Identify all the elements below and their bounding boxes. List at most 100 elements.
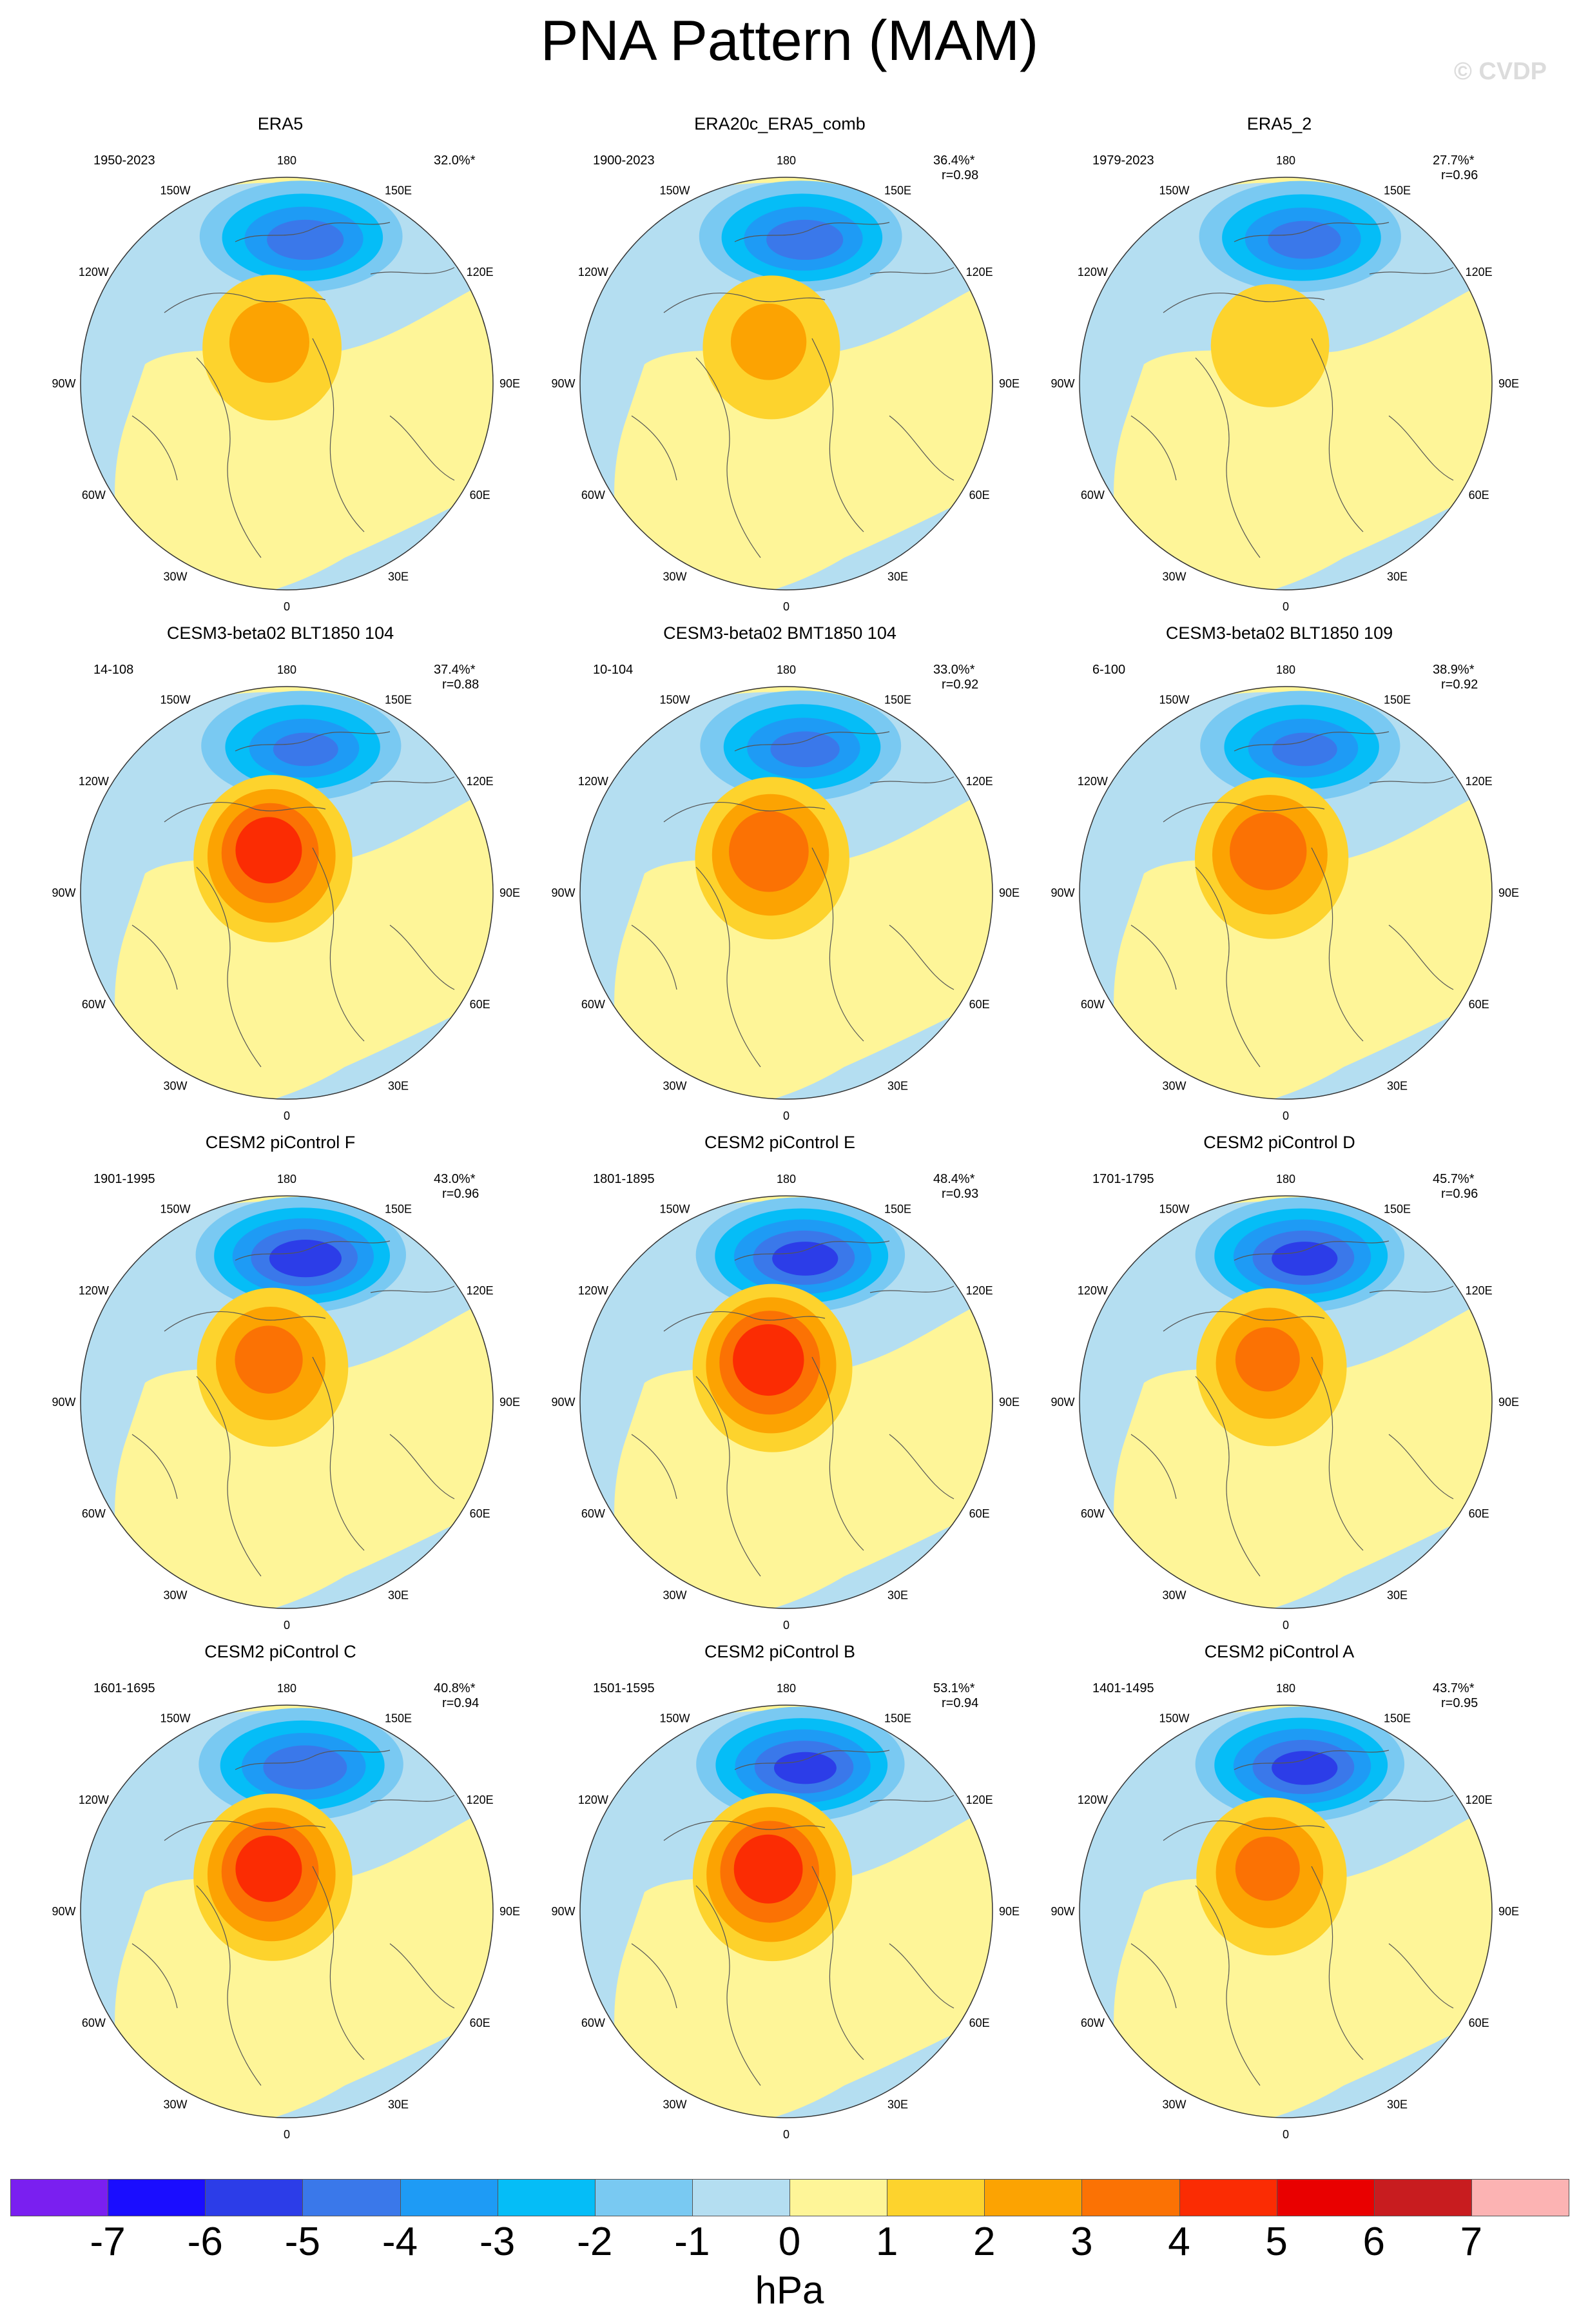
longitude-label: 180 (1276, 663, 1295, 676)
longitude-label: 90W (551, 377, 575, 390)
longitude-label: 90E (999, 886, 1020, 899)
longitude-label: 150W (1159, 1202, 1189, 1215)
coastline (370, 776, 455, 784)
longitude-label: 90W (52, 1905, 75, 1918)
coastline (1163, 1821, 1325, 1841)
coastline (889, 924, 954, 990)
coastline (1369, 776, 1454, 784)
colorbar-unit: hPa (755, 2269, 824, 2312)
coastline (695, 866, 761, 1068)
coastline (1163, 1311, 1325, 1332)
longitude-label: 150W (659, 1202, 690, 1215)
map-boundary (80, 1195, 494, 1609)
negative-contour (1272, 1242, 1338, 1276)
coastline (1163, 802, 1325, 823)
longitude-label: 180 (277, 1173, 296, 1186)
coastline (1195, 1376, 1261, 1577)
longitude-label: 90W (551, 1905, 575, 1918)
longitude-label: 120W (79, 1793, 109, 1806)
coastline (196, 357, 262, 558)
longitude-label: 90E (499, 1396, 520, 1409)
colorbar-tick-label: 2 (973, 2220, 996, 2264)
colorbar-tick-label: -7 (90, 2220, 126, 2264)
positive-contour (1235, 1327, 1300, 1392)
panel-period: 1401-1495 (1092, 1681, 1154, 1695)
longitude-label: 150W (160, 1712, 190, 1724)
longitude-label: 60W (581, 489, 605, 502)
longitude-label: 180 (777, 1173, 796, 1186)
colorbar-swatch (790, 2179, 888, 2216)
coastline (1195, 1885, 1261, 2086)
longitude-label: 60E (470, 998, 490, 1011)
negative-contour (770, 731, 840, 767)
longitude-label: 30E (1387, 2098, 1408, 2111)
coastline (889, 1943, 954, 2009)
longitude-label: 30W (663, 1589, 686, 1602)
coastline (663, 1821, 826, 1841)
map-panel: CESM3-beta02 BMT1850 104 10-104 33.0%* r=0.… (528, 622, 1031, 1131)
longitude-label: 60W (1081, 2016, 1105, 2029)
coastline (196, 866, 262, 1068)
map-boundary (579, 686, 993, 1100)
longitude-label: 120E (966, 1284, 993, 1297)
longitude-label: 30E (1387, 571, 1408, 583)
negative-contour (1268, 220, 1341, 259)
panel-period: 1950-2023 (93, 153, 155, 168)
colorbar-swatch (1471, 2179, 1569, 2216)
longitude-label: 60W (82, 1507, 106, 1520)
positive-contour (729, 811, 809, 892)
longitude-label: 30W (663, 571, 686, 583)
colorbar-swatch (984, 2179, 1083, 2216)
positive-contour (229, 301, 309, 383)
panel-title: CESM3-beta02 BLT1850 104 (166, 623, 394, 643)
panel-title: ERA20c_ERA5_comb (694, 114, 866, 133)
longitude-label: 120E (467, 775, 494, 788)
longitude-label: 150E (1384, 184, 1411, 197)
longitude-label: 90E (1498, 1396, 1519, 1409)
map-panel: ERA5 1950-2023 32.0%* 180 150E 120E 90E 60E 30E 0… (29, 113, 532, 622)
negative-contour (766, 219, 844, 260)
longitude-label: 30W (1162, 1080, 1186, 1093)
longitude-label: 120E (966, 266, 993, 278)
longitude-label: 90E (999, 1396, 1020, 1409)
longitude-label: 150W (1159, 693, 1189, 706)
panel-title: CESM2 piControl F (205, 1133, 356, 1152)
colorbar-tick-label: -1 (674, 2220, 710, 2264)
negative-contour (267, 219, 344, 260)
colorbar-tick-label: 3 (1070, 2220, 1093, 2264)
longitude-label: 30W (163, 1589, 187, 1602)
colorbar-tick-label: -5 (284, 2220, 320, 2264)
map-panel: CESM3-beta02 BLT1850 104 14-108 37.4%* r=0.… (29, 622, 532, 1131)
panel-correlation: r=0.88 (442, 678, 480, 692)
longitude-label: 30E (388, 1589, 409, 1602)
longitude-label: 150W (659, 184, 690, 197)
coastline (131, 1434, 178, 1499)
panel-period: 1601-1695 (93, 1681, 155, 1695)
coastline (889, 415, 954, 481)
panel-correlation: r=0.94 (442, 1696, 480, 1710)
coastline (889, 1434, 954, 1499)
polar-map: 180 150E 120E 90E 60E 30E 0 30W 60W 90W 120W 150W (551, 663, 1020, 1122)
map-panel: CESM2 piControl B 1501-1595 53.1%* r=0.94 18… (528, 1641, 1031, 2150)
panel-variance-explained: 33.0%* (933, 663, 975, 677)
longitude-label: 120W (79, 266, 109, 278)
panel-correlation: r=0.95 (1441, 1696, 1478, 1710)
polar-map: 180 150E 120E 90E 60E 30E 0 30W 60W 90W 120W 150W (551, 1682, 1020, 2141)
longitude-label: 0 (1283, 1109, 1289, 1122)
longitude-label: 0 (284, 2128, 290, 2141)
coastline (370, 267, 455, 275)
colorbar-swatch (1081, 2179, 1180, 2216)
coastline (1311, 847, 1364, 1042)
longitude-label: 90E (1498, 886, 1519, 899)
longitude-label: 150E (884, 693, 911, 706)
longitude-label: 0 (1283, 1619, 1289, 1632)
polar-map: 180 150E 120E 90E 60E 30E 0 30W 60W 90W 120W 150W (1051, 154, 1519, 613)
colorbar-swatch (1179, 2179, 1277, 2216)
longitude-label: 150W (659, 693, 690, 706)
coastline (1388, 1943, 1454, 2009)
longitude-label: 180 (277, 663, 296, 676)
positive-contour (235, 1835, 302, 1902)
map-boundary (1079, 177, 1493, 591)
longitude-label: 60E (969, 2016, 990, 2029)
coastline (370, 1795, 455, 1802)
